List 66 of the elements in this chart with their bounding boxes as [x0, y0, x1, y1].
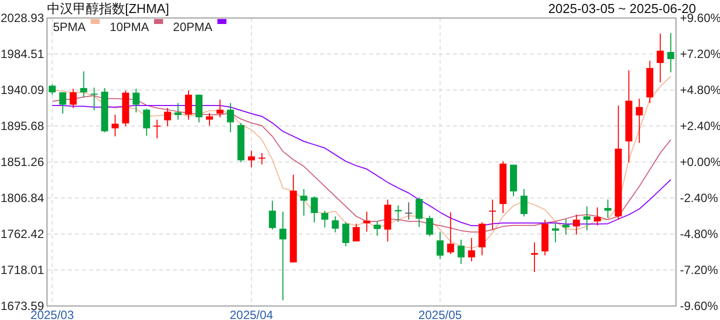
candlestick	[363, 211, 370, 232]
candlestick	[300, 188, 308, 216]
candlestick	[90, 87, 98, 111]
candlestick	[342, 222, 350, 247]
y-tick-label: 1895.68	[0, 119, 44, 133]
candlestick	[604, 199, 612, 219]
candlestick	[321, 210, 328, 228]
candlestick	[59, 92, 66, 114]
candlestick	[332, 216, 339, 233]
candlestick	[489, 199, 496, 230]
candlestick	[478, 222, 486, 256]
candlestick	[458, 239, 465, 265]
candlestick	[520, 188, 528, 217]
y2-tick-label: -4.80%	[680, 227, 718, 241]
candlestick	[226, 102, 234, 133]
y-tick-label: 1806.84	[0, 191, 44, 205]
candlestick	[164, 107, 172, 127]
candlestick	[352, 223, 360, 242]
candlestick	[572, 214, 580, 236]
chart-title: 中汉甲醇指数[ZHMA]	[47, 1, 170, 16]
candlestick	[374, 220, 381, 236]
candlestick	[112, 114, 119, 137]
candlestick	[268, 200, 276, 230]
candlestick	[416, 196, 423, 228]
candlestick	[185, 90, 192, 120]
y2-tick-label: -9.60%	[680, 299, 718, 313]
y-tick-label: 1762.42	[0, 227, 44, 242]
x-tick-label: 2025/04	[230, 308, 274, 320]
candlestick	[206, 112, 213, 126]
legend-label: 5PMA	[53, 20, 86, 34]
candlestick	[636, 98, 643, 144]
candlestick	[216, 99, 224, 118]
candlestick	[667, 32, 674, 73]
candlestick	[583, 206, 590, 231]
candlestick	[562, 218, 570, 236]
x-tick-label: 2025/05	[418, 308, 462, 320]
y-tick-label: 2028.93	[0, 11, 44, 25]
y-tick-label: 1851.26	[0, 155, 44, 169]
legend-label: 10PMA	[110, 20, 150, 34]
y2-tick-label: -2.40%	[680, 191, 718, 205]
candlestick	[154, 119, 161, 139]
candlestick	[447, 212, 454, 255]
legend-label: 20PMA	[173, 20, 212, 34]
candlestick	[594, 206, 601, 226]
candlestick	[132, 88, 140, 113]
y-tick-label: 1718.01	[0, 263, 44, 277]
candlestick	[48, 84, 56, 96]
candlestick	[248, 150, 255, 168]
candlestick	[436, 231, 444, 260]
candlestick	[426, 215, 434, 237]
candlestick	[196, 94, 203, 123]
candlestick	[310, 196, 318, 223]
candlestick	[530, 242, 538, 273]
candlestick	[258, 152, 266, 165]
candlestick	[656, 33, 664, 83]
candlestick	[70, 88, 77, 108]
candlestick	[143, 108, 150, 136]
candlestick	[394, 204, 402, 223]
y2-tick-label: -7.20%	[680, 263, 718, 277]
candlestick	[80, 70, 88, 98]
candlestick	[468, 237, 476, 262]
y-tick-label: 1940.09	[0, 83, 44, 98]
candlestick	[174, 102, 182, 120]
y-tick-label: 1984.51	[0, 47, 44, 61]
candlestick	[405, 202, 412, 220]
candlestick	[279, 211, 286, 301]
